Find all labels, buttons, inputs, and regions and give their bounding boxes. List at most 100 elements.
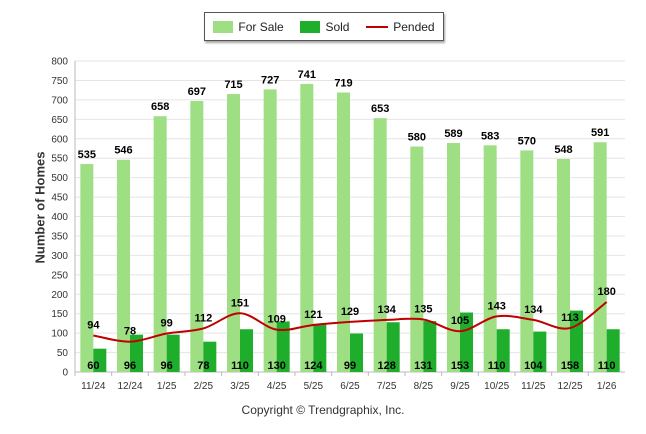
y-tick-label-200: 200 [51, 290, 68, 301]
legend-swatch-sold [300, 20, 321, 33]
label-for-sale-12/25: 548 [554, 144, 572, 156]
y-tick-label-450: 450 [51, 193, 68, 204]
label-for-sale-9/25: 589 [444, 128, 462, 140]
x-tick-label-12/24: 12/24 [117, 381, 142, 392]
y-tick-label-550: 550 [51, 154, 68, 165]
label-pended-2/25: 112 [194, 312, 212, 324]
label-sold-6/25: 99 [344, 360, 356, 372]
x-tick-label-10/25: 10/25 [484, 381, 509, 392]
label-for-sale-4/25: 727 [261, 74, 279, 86]
legend-label-sold: Sold [325, 19, 350, 34]
label-for-sale-6/25: 719 [334, 77, 352, 89]
bar-sold-12/24 [130, 334, 143, 372]
label-for-sale-2/25: 697 [188, 86, 206, 98]
label-sold-7/25: 128 [377, 360, 395, 372]
y-tick-label-600: 600 [51, 134, 68, 145]
bar-sold-1/25 [166, 334, 180, 372]
copyright: Copyright © Trendgraphix, Inc. [241, 403, 405, 417]
bar-for-sale-6/25 [337, 92, 350, 373]
label-pended-5/25: 121 [304, 309, 322, 321]
bar-sold-4/25 [276, 321, 290, 372]
x-tick-label-1/25: 1/25 [157, 381, 177, 392]
bar-for-sale-2/25 [190, 101, 204, 372]
y-tick-label-650: 650 [51, 115, 68, 126]
label-pended-9/25: 105 [451, 315, 469, 327]
bar-for-sale-11/25 [520, 150, 534, 372]
y-tick-label-750: 750 [51, 76, 68, 87]
label-for-sale-1/25: 658 [151, 101, 169, 113]
label-pended-11/25: 134 [524, 304, 543, 316]
label-sold-5/25: 124 [304, 360, 323, 372]
bar-for-sale-4/25 [263, 89, 277, 372]
x-tick-label-2/25: 2/25 [194, 381, 214, 392]
label-pended-1/26: 180 [597, 286, 615, 298]
legend: For Sale Sold Pended [204, 12, 444, 41]
x-tick-label-3/25: 3/25 [230, 381, 250, 392]
label-pended-7/25: 134 [377, 304, 396, 316]
label-sold-8/25: 131 [414, 360, 432, 372]
bar-sold-1/26 [606, 329, 620, 372]
y-tick-label-800: 800 [51, 57, 68, 68]
bar-for-sale-12/25 [557, 158, 570, 372]
bar-sold-11/24 [93, 348, 107, 372]
label-pended-3/25: 151 [231, 297, 249, 309]
label-for-sale-10/25: 583 [481, 130, 499, 142]
y-tick-label-400: 400 [51, 212, 68, 223]
label-pended-6/25: 129 [341, 306, 359, 318]
label-for-sale-7/25: 653 [371, 103, 389, 115]
label-sold-9/25: 153 [451, 360, 469, 372]
legend-item-for-sale[interactable]: For Sale [213, 19, 284, 34]
legend-label-for-sale: For Sale [238, 19, 284, 34]
bar-sold-5/25 [313, 323, 327, 372]
label-sold-11/24: 60 [87, 360, 99, 372]
bar-sold-9/25 [460, 312, 473, 372]
label-sold-12/25: 158 [561, 360, 579, 372]
label-for-sale-11/25: 570 [518, 135, 536, 147]
y-tick-label-0: 0 [62, 368, 68, 379]
legend-item-sold[interactable]: Sold [300, 20, 349, 34]
label-sold-11/25: 104 [524, 360, 543, 372]
label-sold-1/26: 110 [598, 360, 616, 372]
label-sold-1/25: 96 [161, 360, 173, 372]
bar-sold-11/25 [533, 331, 547, 372]
bar-sold-2/25 [203, 341, 217, 372]
label-sold-10/25: 110 [488, 360, 506, 372]
x-tick-label-12/25: 12/25 [557, 381, 582, 392]
x-tick-label-7/25: 7/25 [377, 381, 397, 392]
label-pended-1/25: 99 [161, 318, 173, 330]
x-tick-label-9/25: 9/25 [450, 381, 470, 392]
bar-for-sale-8/25 [410, 146, 424, 372]
bar-sold-6/25 [350, 333, 363, 372]
y-tick-label-100: 100 [51, 329, 68, 340]
label-sold-2/25: 78 [197, 360, 209, 372]
label-for-sale-3/25: 715 [224, 79, 242, 91]
bar-sold-3/25 [240, 329, 253, 372]
label-pended-12/24: 78 [124, 326, 136, 338]
bar-for-sale-5/25 [300, 83, 314, 372]
bar-for-sale-3/25 [227, 94, 240, 372]
y-tick-label-150: 150 [51, 309, 68, 320]
legend-item-pended[interactable]: Pended [366, 20, 435, 34]
bar-for-sale-7/25 [373, 118, 387, 373]
label-sold-4/25: 130 [267, 360, 285, 372]
bar-for-sale-12/24 [117, 159, 130, 372]
label-sold-12/24: 96 [124, 360, 136, 372]
label-for-sale-12/24: 546 [114, 145, 132, 157]
label-pended-4/25: 109 [267, 314, 285, 326]
legend-swatch-pended [366, 25, 389, 28]
label-for-sale-8/25: 580 [408, 132, 426, 144]
bar-for-sale-1/26 [593, 142, 607, 372]
label-pended-12/25: 113 [561, 312, 579, 324]
legend-swatch-for-sale [213, 20, 234, 33]
label-for-sale-5/25: 741 [298, 69, 316, 81]
label-for-sale-11/24: 535 [78, 149, 96, 161]
label-sold-3/25: 110 [231, 360, 249, 372]
y-tick-label-250: 250 [51, 270, 68, 281]
x-tick-label-1/26: 1/26 [597, 381, 617, 392]
y-tick-label-50: 50 [57, 348, 69, 359]
label-pended-8/25: 135 [414, 304, 432, 316]
y-tick-label-350: 350 [51, 231, 68, 242]
y-tick-label-500: 500 [51, 173, 68, 184]
x-tick-label-4/25: 4/25 [267, 381, 287, 392]
